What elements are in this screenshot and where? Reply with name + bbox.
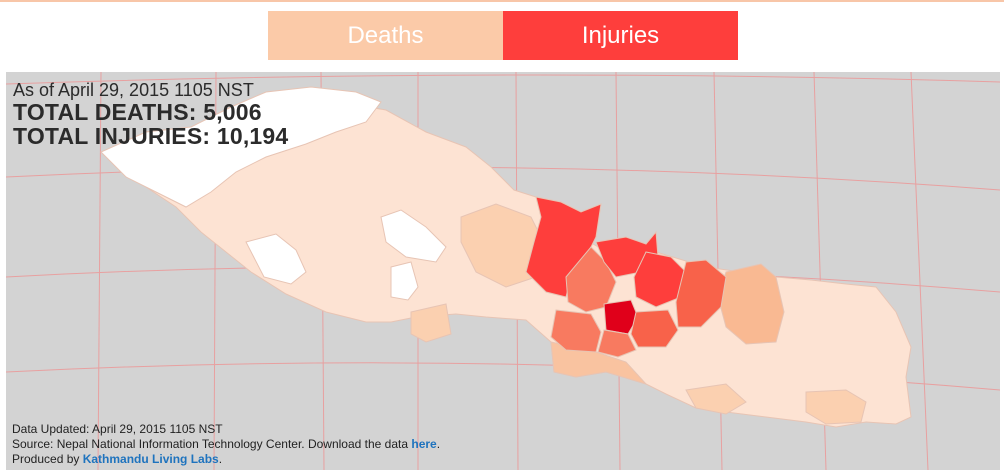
map-canvas xyxy=(6,72,1000,470)
total-injuries: TOTAL INJURIES: 10,194 xyxy=(13,123,289,149)
produced-line: Produced by Kathmandu Living Labs. xyxy=(12,452,440,467)
source-text: Source: Nepal National Information Techn… xyxy=(12,437,412,451)
as-of-date: As of April 29, 2015 1105 NST xyxy=(13,80,254,100)
district-no-data-mustang xyxy=(380,209,447,263)
source-line: Source: Nepal National Information Techn… xyxy=(12,437,440,452)
district-sindhupalchok xyxy=(633,251,687,308)
source-suffix: . xyxy=(436,437,441,451)
district-no-data-south xyxy=(390,261,419,301)
kathmandu-living-labs-link[interactable]: Kathmandu Living Labs xyxy=(82,452,219,466)
district-bhaktapur-lalitpur xyxy=(597,329,637,358)
summary-panel: As of April 29, 2015 1105 NST TOTAL DEAT… xyxy=(13,80,288,148)
district-lumbini xyxy=(410,303,452,343)
district-dhading xyxy=(565,246,617,313)
produced-suffix: . xyxy=(218,452,223,466)
produced-text: Produced by xyxy=(12,452,83,466)
data-updated: Data Updated: April 29, 2015 1105 NST xyxy=(12,422,223,436)
district-nuwakot xyxy=(550,309,602,353)
district-south-central xyxy=(550,341,648,385)
total-deaths: TOTAL DEATHS: 5,006 xyxy=(13,99,262,125)
map-footer: Data Updated: April 29, 2015 1105 NST So… xyxy=(12,422,440,467)
district-kavre xyxy=(630,309,679,348)
district-southeast xyxy=(685,383,747,415)
top-divider xyxy=(0,0,1004,2)
metric-tabs: Deaths Injuries xyxy=(268,11,738,60)
download-data-link[interactable]: here xyxy=(411,437,437,451)
tab-injuries[interactable]: Injuries xyxy=(503,11,738,60)
district-no-data-northwest xyxy=(100,86,382,208)
district-far-east xyxy=(805,389,867,425)
choropleth-map[interactable]: As of April 29, 2015 1105 NST TOTAL DEAT… xyxy=(6,72,1000,470)
district-no-data-west xyxy=(245,233,307,285)
district-dolakha xyxy=(675,259,727,328)
tab-deaths[interactable]: Deaths xyxy=(268,11,503,60)
